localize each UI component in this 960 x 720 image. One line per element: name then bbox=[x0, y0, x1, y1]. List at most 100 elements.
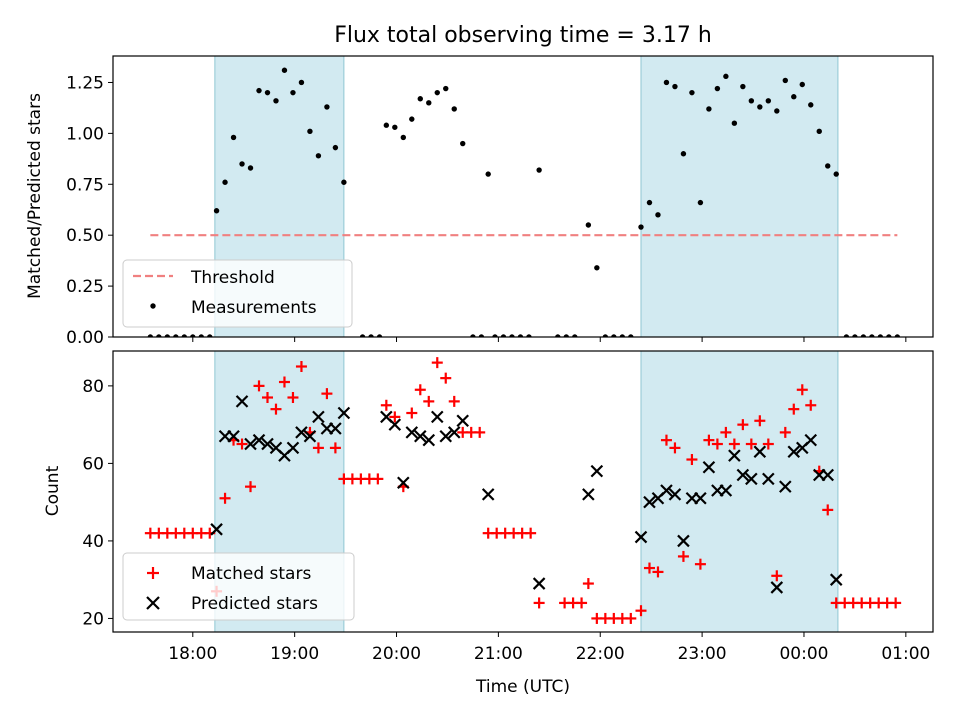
measurement-point bbox=[281, 67, 288, 73]
matched-star-point bbox=[576, 597, 588, 609]
y-tick-label: 60 bbox=[82, 454, 104, 474]
y-tick-label: 0.50 bbox=[66, 226, 104, 246]
measurement-point bbox=[198, 334, 204, 337]
measurement-point bbox=[256, 87, 262, 94]
x-stroke bbox=[660, 484, 673, 497]
x-tick-label: 22:00 bbox=[576, 644, 625, 664]
top-data-marks bbox=[147, 67, 901, 337]
bottom-data-marks bbox=[144, 357, 902, 624]
predicted-star-point bbox=[643, 495, 656, 509]
measurement-point bbox=[359, 334, 366, 337]
measurement-point bbox=[298, 79, 305, 86]
bottom-x-ticks: 18:00 19:00 20:00 21:00 22:00 23:00 00:00 01:00 bbox=[168, 632, 930, 664]
measurement-point bbox=[886, 334, 892, 337]
matched-star-point bbox=[660, 434, 672, 446]
predicted-star-point bbox=[329, 422, 342, 435]
x-stroke bbox=[753, 445, 767, 459]
x-stroke bbox=[388, 418, 402, 431]
legend-measurements-swatch bbox=[150, 303, 156, 309]
matched-star-point bbox=[414, 384, 426, 396]
legend-predicted-swatch bbox=[146, 596, 160, 610]
predicted-star-point bbox=[303, 429, 317, 443]
x-tick-label: 01:00 bbox=[881, 644, 930, 664]
predicted-star-point bbox=[235, 395, 249, 408]
shaded-interval bbox=[640, 351, 839, 632]
x-stroke bbox=[762, 472, 775, 486]
predicted-star-point bbox=[414, 429, 427, 443]
measurement-point bbox=[190, 334, 196, 337]
y-tick-label: 80 bbox=[82, 377, 104, 397]
measurement-point bbox=[697, 199, 704, 206]
predicted-star-point bbox=[388, 418, 402, 431]
x-stroke bbox=[634, 530, 648, 544]
matched-star-point bbox=[771, 570, 783, 582]
measurement-point bbox=[324, 104, 330, 110]
measurement-point bbox=[594, 265, 600, 271]
matched-star-point bbox=[423, 395, 435, 407]
predicted-star-point bbox=[634, 530, 648, 544]
matched-star-point bbox=[728, 438, 740, 450]
top-y-ticks: 0.00 0.25 0.50 0.75 1.00 1.25 bbox=[66, 73, 113, 348]
measurement-point bbox=[290, 89, 296, 96]
measurement-point bbox=[536, 167, 542, 173]
measurement-point bbox=[526, 334, 532, 337]
x-stroke bbox=[770, 581, 784, 594]
matched-star-point bbox=[389, 411, 401, 423]
x-stroke bbox=[745, 472, 758, 486]
predicted-star-point bbox=[397, 476, 410, 490]
predicted-star-point bbox=[481, 488, 495, 501]
x-stroke bbox=[779, 480, 792, 493]
predicted-star-point bbox=[252, 433, 266, 447]
matched-star-point bbox=[312, 442, 324, 454]
measurement-point bbox=[156, 334, 162, 337]
matched-star-point bbox=[805, 399, 817, 411]
measurement-point bbox=[247, 165, 254, 171]
measurement-point bbox=[451, 106, 457, 112]
measurement-point bbox=[383, 122, 390, 128]
predicted-star-point bbox=[430, 410, 444, 424]
matched-star-point bbox=[321, 388, 333, 400]
predicted-star-point bbox=[660, 484, 673, 497]
matched-star-point bbox=[582, 578, 594, 590]
x-stroke bbox=[235, 395, 249, 408]
legend-threshold-label: Threshold bbox=[190, 268, 275, 288]
x-tick-label: 21:00 bbox=[474, 644, 523, 664]
measurement-point bbox=[222, 179, 228, 185]
predicted-star-point bbox=[770, 581, 784, 594]
matched-star-point bbox=[669, 442, 681, 454]
x-stroke bbox=[694, 492, 707, 505]
measurement-point bbox=[517, 334, 524, 337]
measurement-point bbox=[731, 120, 738, 126]
predicted-star-point bbox=[312, 410, 325, 424]
x-stroke bbox=[668, 488, 682, 501]
matched-star-point bbox=[779, 426, 791, 438]
measurement-point bbox=[434, 89, 440, 96]
legend-matched-label: Matched stars bbox=[191, 564, 311, 584]
predicted-star-point bbox=[447, 426, 461, 439]
predicted-star-point bbox=[779, 480, 792, 493]
matched-star-point bbox=[625, 612, 637, 624]
x-stroke bbox=[582, 488, 595, 501]
measurement-point bbox=[748, 98, 755, 104]
measurement-point bbox=[877, 334, 884, 337]
measurement-point bbox=[213, 208, 220, 214]
x-stroke bbox=[244, 437, 257, 451]
predicted-star-point bbox=[668, 488, 682, 501]
matched-star-point bbox=[737, 419, 749, 431]
matched-star-point bbox=[822, 504, 834, 516]
measurement-point bbox=[460, 140, 466, 147]
measurement-point bbox=[555, 334, 561, 337]
top-x-ticks bbox=[192, 337, 907, 342]
predicted-star-point bbox=[439, 429, 453, 443]
measurement-point bbox=[611, 334, 617, 337]
y-tick-label: 0.25 bbox=[66, 277, 104, 297]
predicted-star-point bbox=[422, 433, 436, 447]
matched-star-point bbox=[236, 438, 248, 450]
bottom-axes-frame bbox=[112, 350, 934, 633]
predicted-star-point bbox=[736, 468, 750, 482]
matched-star-point bbox=[796, 384, 808, 396]
matched-star-point bbox=[652, 566, 664, 578]
x-stroke bbox=[821, 468, 835, 482]
measurement-point bbox=[663, 79, 670, 86]
top-axes-frame bbox=[112, 55, 934, 338]
